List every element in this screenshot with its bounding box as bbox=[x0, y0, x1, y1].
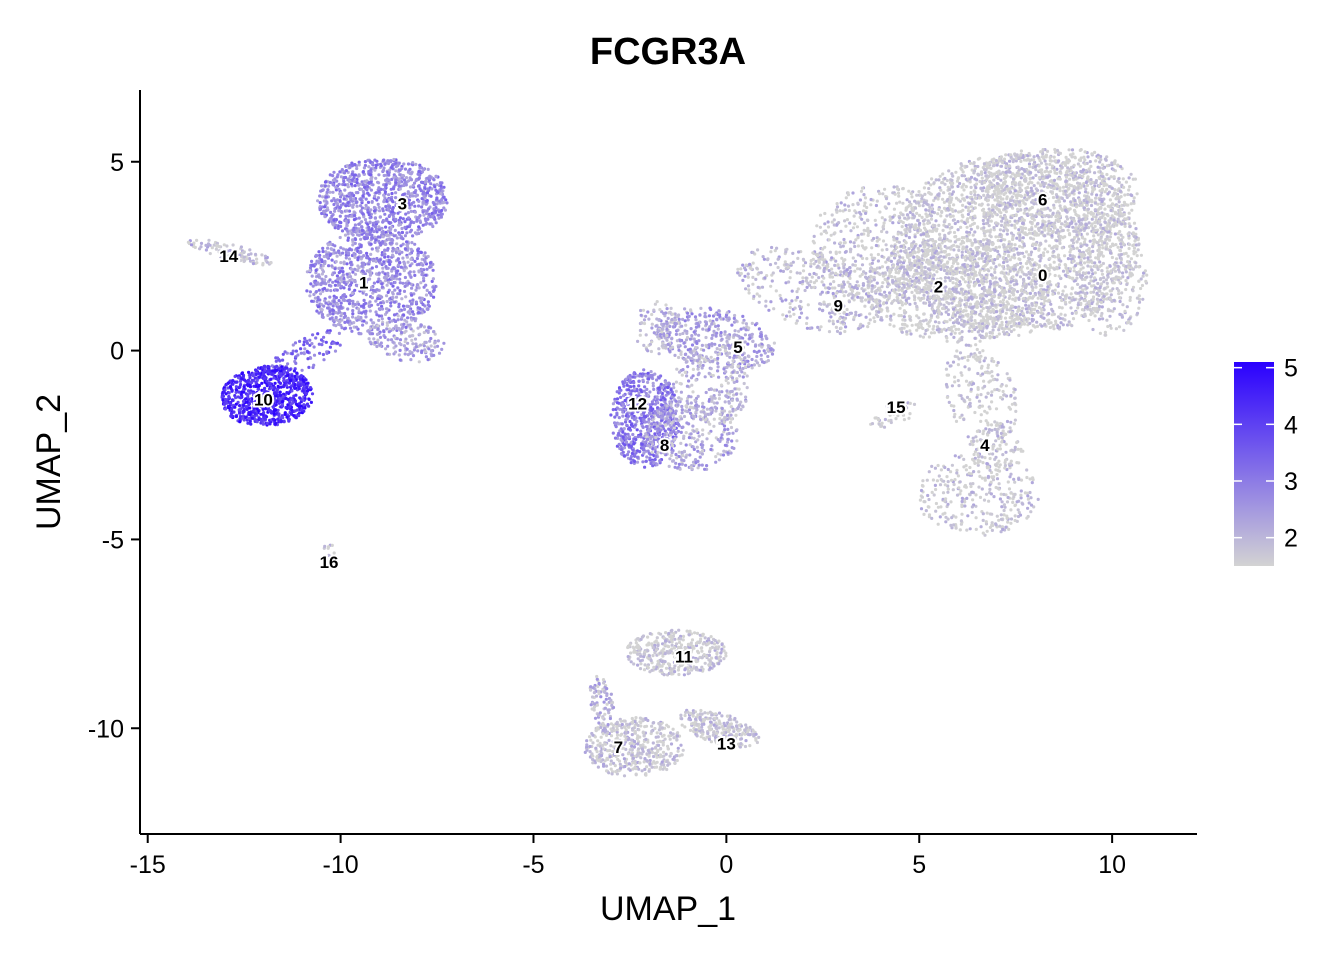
cluster-label: 0 bbox=[1038, 266, 1047, 285]
scatter-points bbox=[186, 147, 1149, 778]
cluster-label: 4 bbox=[980, 436, 990, 455]
cluster-label: 3 bbox=[398, 194, 407, 213]
point-cluster bbox=[968, 421, 1025, 477]
point-cluster bbox=[1068, 214, 1149, 337]
cluster-label: 16 bbox=[320, 553, 339, 572]
x-axis-title: UMAP_1 bbox=[600, 890, 736, 928]
chart-title: FCGR3A bbox=[590, 31, 746, 73]
x-tick-label: -10 bbox=[323, 851, 359, 879]
point-cluster bbox=[865, 236, 1051, 344]
point-cluster bbox=[186, 238, 273, 267]
legend-ticks: 2 3 4 5 bbox=[1234, 355, 1298, 553]
point-cluster bbox=[944, 343, 1018, 448]
cluster-label: 7 bbox=[614, 738, 623, 757]
cluster-label: 12 bbox=[628, 394, 647, 413]
legend-colorbar bbox=[1234, 362, 1274, 566]
point-cluster bbox=[644, 396, 739, 472]
y-tick-label: 0 bbox=[110, 338, 124, 366]
point-cluster bbox=[918, 454, 1040, 537]
x-tick-label: -15 bbox=[130, 851, 166, 879]
y-tick-label: -5 bbox=[102, 526, 124, 554]
cluster-label: 8 bbox=[660, 436, 669, 455]
point-cluster bbox=[316, 157, 449, 242]
point-cluster bbox=[636, 300, 682, 356]
axes bbox=[139, 90, 1197, 835]
color-legend: 2 3 4 5 bbox=[1234, 355, 1298, 566]
point-cluster bbox=[609, 368, 681, 469]
y-axis-title: UMAP_2 bbox=[30, 394, 68, 530]
legend-tick-label: 3 bbox=[1284, 468, 1298, 496]
x-tick-label: 10 bbox=[1098, 851, 1126, 879]
legend-tick-label: 4 bbox=[1284, 411, 1298, 439]
point-cluster bbox=[588, 674, 616, 736]
point-cluster bbox=[583, 716, 685, 778]
point-cluster bbox=[671, 342, 749, 426]
cluster-label: 13 bbox=[717, 734, 736, 753]
cluster-label: 15 bbox=[887, 398, 906, 417]
point-cluster bbox=[220, 364, 315, 427]
cluster-label: 2 bbox=[934, 277, 943, 296]
cluster-label: 1 bbox=[359, 274, 368, 293]
cluster-label: 9 bbox=[834, 296, 843, 315]
point-cluster bbox=[305, 228, 438, 336]
y-tick-label: 5 bbox=[110, 149, 124, 177]
point-cluster bbox=[626, 628, 728, 677]
point-cluster bbox=[736, 245, 883, 336]
point-cluster bbox=[679, 708, 761, 749]
point-cluster bbox=[969, 147, 1139, 239]
cluster-label: 14 bbox=[219, 247, 238, 266]
x-tick-label: 0 bbox=[719, 851, 733, 879]
point-cluster bbox=[811, 185, 951, 306]
cluster-label: 10 bbox=[254, 391, 273, 410]
legend-tick-label: 2 bbox=[1284, 525, 1298, 553]
legend-tick-label: 5 bbox=[1284, 355, 1298, 383]
cluster-label: 6 bbox=[1038, 191, 1047, 210]
x-ticks: -15 -10 -5 0 5 10 bbox=[130, 834, 1126, 879]
x-tick-label: 5 bbox=[912, 851, 926, 879]
point-cluster bbox=[367, 314, 446, 364]
x-tick-label: -5 bbox=[522, 851, 544, 879]
point-cluster bbox=[869, 401, 917, 429]
point-cluster bbox=[322, 543, 336, 560]
y-ticks: 5 0 -5 -10 bbox=[88, 149, 140, 743]
cluster-label: 11 bbox=[675, 647, 693, 666]
y-tick-label: -10 bbox=[88, 715, 124, 743]
cluster-label: 5 bbox=[733, 338, 742, 357]
